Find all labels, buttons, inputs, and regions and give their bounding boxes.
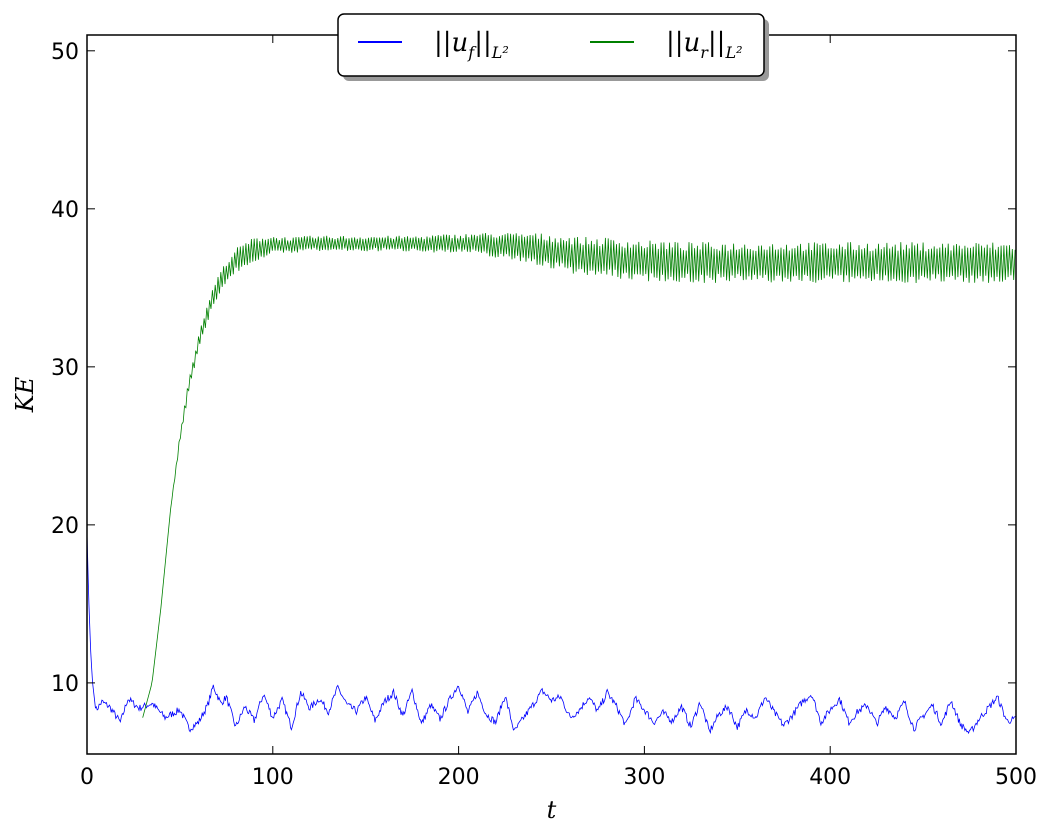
x-tick-label: 500 (995, 765, 1037, 790)
axes: 0 100 200 300 400 500 10 20 30 40 50 (51, 34, 1037, 790)
series-line-uf (86, 532, 1017, 735)
axes-frame (86, 34, 1017, 755)
y-tick-label: 10 (51, 672, 79, 697)
x-tick-label: 100 (252, 765, 294, 790)
plot-area (86, 232, 1017, 735)
legend: ||uf||L² ||ur||L² (337, 13, 769, 81)
series-line-ur (142, 232, 1016, 718)
x-tick-label: 0 (80, 765, 94, 790)
y-tick-label: 30 (51, 356, 79, 381)
y-tick-label: 50 (51, 40, 79, 65)
x-tick-label: 400 (809, 765, 851, 790)
legend-label-uf: ||uf||L² (434, 28, 509, 62)
legend-label-ur: ||ur||L² (666, 28, 743, 62)
x-axis-label: t (547, 796, 557, 824)
legend-box (337, 13, 765, 77)
y-axis-label: KE (11, 376, 39, 413)
y-tick-label: 20 (51, 514, 79, 539)
x-tick-label: 300 (623, 765, 665, 790)
x-tick-label: 200 (438, 765, 480, 790)
y-tick-label: 40 (51, 198, 79, 223)
